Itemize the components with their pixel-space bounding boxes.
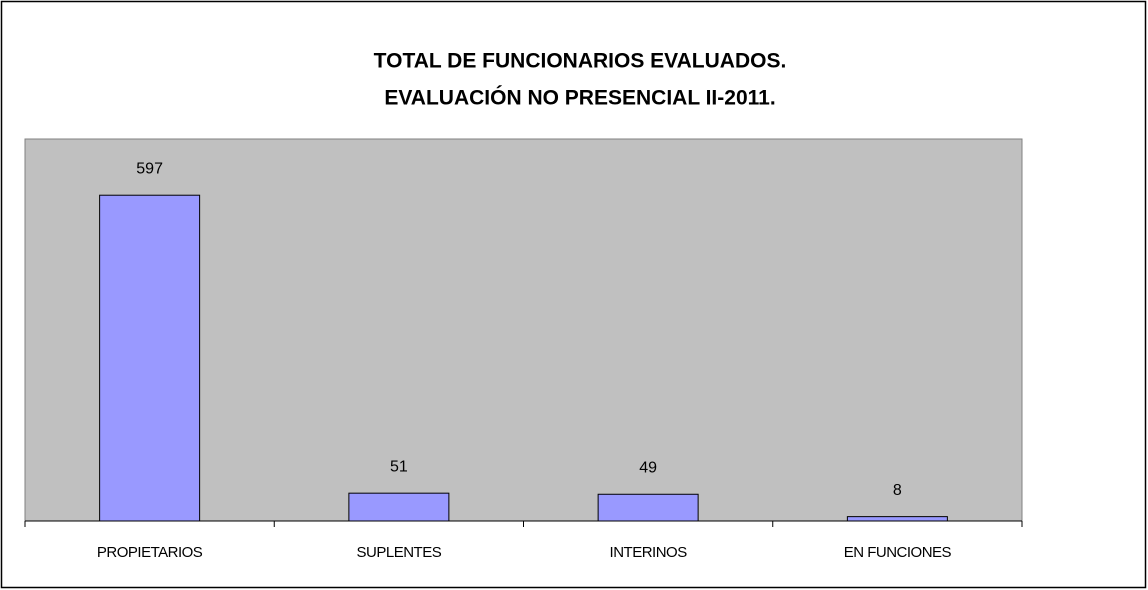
- chart-title: EVALUACIÓN NO PRESENCIAL II-2011.: [384, 86, 775, 110]
- x-tick-label: SUPLENTES: [357, 544, 442, 561]
- bar: [597, 493, 699, 522]
- chart-title: TOTAL DE FUNCIONARIOS EVALUADOS.: [374, 50, 787, 73]
- x-tick-label: PROPIETARIOS: [97, 544, 203, 561]
- data-label: 49: [639, 459, 657, 476]
- x-tick-label: INTERINOS: [610, 544, 688, 561]
- data-label: 597: [136, 160, 163, 177]
- bar: [846, 516, 948, 522]
- x-tick-label: EN FUNCIONES: [844, 544, 952, 561]
- data-label: 8: [893, 482, 902, 499]
- data-label: 51: [390, 458, 408, 475]
- bar: [348, 492, 450, 522]
- bar: [99, 194, 201, 522]
